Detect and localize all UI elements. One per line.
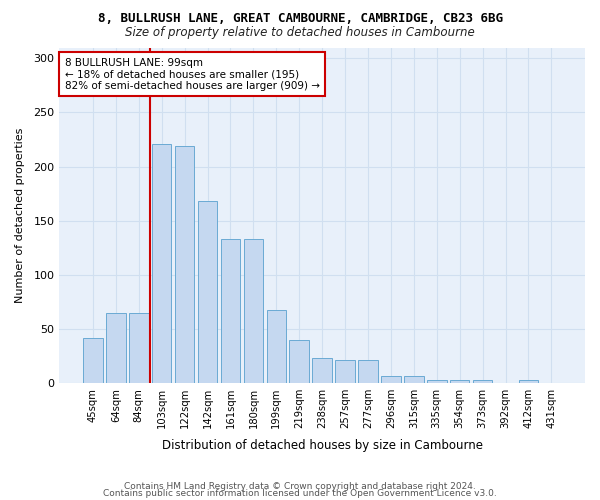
Text: Contains HM Land Registry data © Crown copyright and database right 2024.: Contains HM Land Registry data © Crown c… bbox=[124, 482, 476, 491]
Bar bbox=[106, 313, 125, 383]
Bar bbox=[519, 380, 538, 383]
Bar bbox=[404, 376, 424, 383]
Bar bbox=[244, 239, 263, 383]
Bar bbox=[381, 376, 401, 383]
Bar bbox=[358, 360, 378, 383]
Bar bbox=[83, 338, 103, 383]
Bar bbox=[427, 380, 446, 383]
Bar bbox=[313, 358, 332, 383]
Text: 8, BULLRUSH LANE, GREAT CAMBOURNE, CAMBRIDGE, CB23 6BG: 8, BULLRUSH LANE, GREAT CAMBOURNE, CAMBR… bbox=[97, 12, 503, 26]
Text: Contains public sector information licensed under the Open Government Licence v3: Contains public sector information licen… bbox=[103, 490, 497, 498]
Bar bbox=[450, 380, 469, 383]
Bar bbox=[266, 310, 286, 383]
Bar bbox=[473, 380, 493, 383]
Bar bbox=[129, 313, 149, 383]
Bar bbox=[175, 146, 194, 383]
Bar bbox=[152, 144, 172, 383]
Bar bbox=[198, 202, 217, 383]
Text: Size of property relative to detached houses in Cambourne: Size of property relative to detached ho… bbox=[125, 26, 475, 39]
Y-axis label: Number of detached properties: Number of detached properties bbox=[15, 128, 25, 303]
Bar bbox=[289, 340, 309, 383]
Text: 8 BULLRUSH LANE: 99sqm
← 18% of detached houses are smaller (195)
82% of semi-de: 8 BULLRUSH LANE: 99sqm ← 18% of detached… bbox=[65, 58, 320, 91]
X-axis label: Distribution of detached houses by size in Cambourne: Distribution of detached houses by size … bbox=[161, 440, 482, 452]
Bar bbox=[335, 360, 355, 383]
Bar bbox=[221, 239, 240, 383]
